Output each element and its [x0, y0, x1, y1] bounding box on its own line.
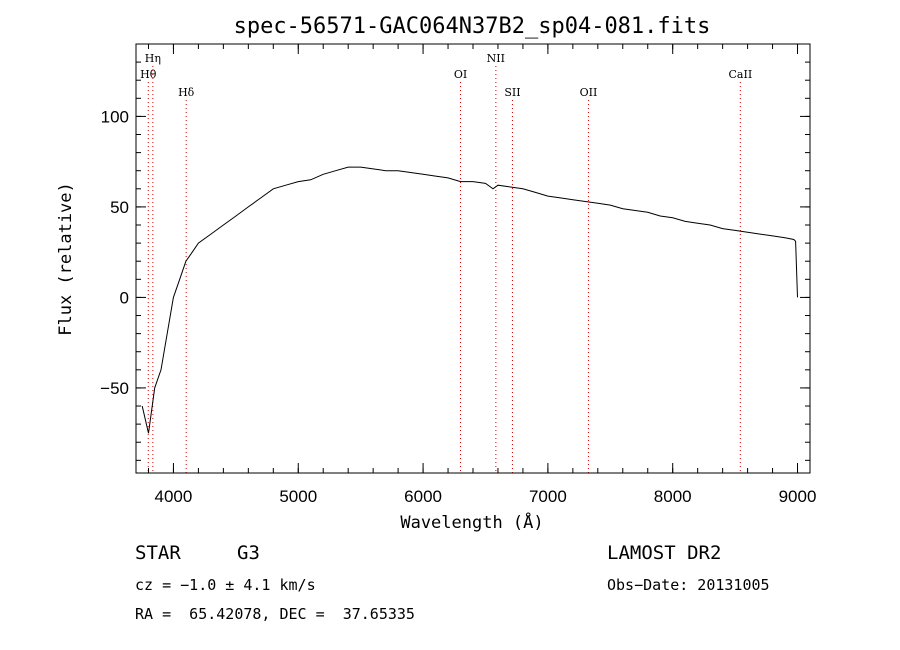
series-layer: [141, 166, 798, 434]
x-axis-label: Wavelength (Å): [400, 511, 543, 533]
line-label: OII: [580, 86, 598, 99]
subclass: G3: [237, 542, 260, 564]
line-label: Hθ: [140, 68, 157, 81]
line-label: OI: [454, 68, 467, 81]
line-label: Hη: [145, 52, 161, 65]
chart-title: spec-56571-GAC064N37B2_sp04-081.fits: [234, 14, 711, 39]
survey-name: LAMOST DR2: [607, 542, 722, 564]
y-axis-label: Flux (relative): [56, 182, 76, 336]
x-tick-label: 6000: [404, 487, 442, 506]
line-label: CaII: [729, 68, 753, 81]
y-axis: −50 0 50 100: [100, 61, 810, 461]
series-line: [141, 166, 798, 434]
object-class: STAR: [135, 542, 181, 564]
x-tick-label: 8000: [654, 487, 692, 506]
x-axis: 4000 5000 6000 7000 8000 9000: [147, 44, 817, 506]
spectral-line-markers: Hη Hθ Hδ OI NII SII OII CaII: [140, 52, 752, 473]
coordinates: RA = 65.42078, DEC = 37.65335: [135, 605, 415, 623]
y-tick-label: −50: [100, 379, 129, 398]
y-tick-label: 0: [120, 288, 129, 307]
y-tick-label: 100: [101, 107, 129, 126]
line-label: NII: [487, 52, 505, 65]
redshift-readout: cz = −1.0 ± 4.1 km/s: [135, 576, 316, 594]
x-tick-label: 5000: [279, 487, 317, 506]
obs-date: Obs−Date: 20131005: [607, 576, 770, 594]
plot-frame: [135, 43, 811, 474]
x-tick-label: 9000: [779, 487, 817, 506]
line-label: Hδ: [178, 86, 195, 99]
x-tick-label: 4000: [155, 487, 193, 506]
x-tick-label: 7000: [529, 487, 567, 506]
line-label: SII: [504, 86, 520, 99]
y-tick-label: 50: [110, 198, 129, 217]
